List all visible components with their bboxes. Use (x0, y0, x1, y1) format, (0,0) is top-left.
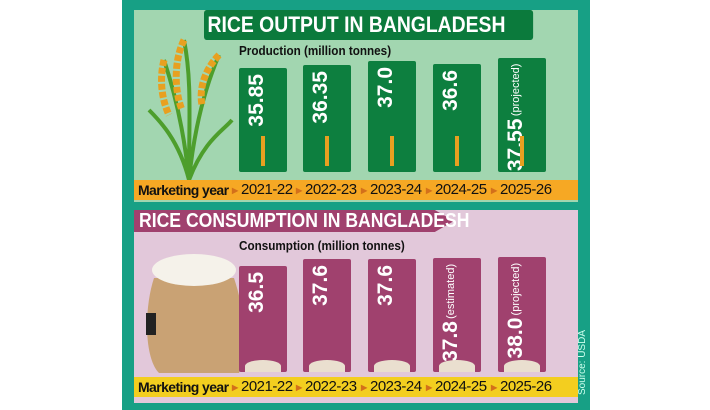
consumption-axis-label: Consumption (million tonnes) (239, 238, 405, 253)
arrow-icon: ▶ (491, 383, 498, 392)
rice-grain-pile-icon (439, 359, 475, 372)
production-panel: RICE OUTPUT IN BANGLADESH Production (mi… (134, 10, 578, 202)
bar-value-label: 36.5 (245, 272, 269, 313)
bar-value-label: 38.0 (projected) (504, 263, 528, 358)
bar: 37.6 (368, 259, 416, 372)
consumption-x-axis: Marketing year ▶ 2021-22 ▶ 2022-23 ▶ 2023-24 ▶… (134, 377, 578, 397)
arrow-icon: ▶ (491, 186, 498, 195)
production-axis-label: Production (million tonnes) (239, 43, 392, 58)
rice-plant-icon (147, 38, 234, 180)
arrow-icon: ▶ (296, 383, 303, 392)
bar: 37.0 (368, 61, 416, 172)
x-tick-label: 2022-23 (305, 181, 357, 198)
rice-stalk-icon (253, 136, 273, 166)
value-text: 35.85 (245, 74, 268, 127)
arrow-icon: ▶ (361, 383, 368, 392)
value-text: 37.6 (309, 265, 332, 307)
value-text: 37.8 (439, 321, 462, 363)
bar: 35.85 (239, 68, 287, 172)
bar: 37.6 (303, 259, 351, 372)
consumption-panel: RICE CONSUMPTION IN BANGLADESH Consumpti… (134, 210, 578, 403)
bar: 38.0 (projected) (498, 257, 546, 372)
rice-grain-pile-icon (504, 360, 540, 372)
value-note: (estimated) (445, 264, 457, 320)
source-label: Source: USDA (577, 330, 588, 396)
bar-value-label: 37.0 (374, 67, 398, 108)
arrow-icon: ▶ (361, 186, 368, 195)
x-tick-label: 2022-23 (305, 378, 357, 395)
production-title: RICE OUTPUT IN BANGLADESH (204, 10, 534, 40)
bar-value-label: 35.85 (245, 74, 269, 127)
value-text: 36.6 (439, 69, 462, 111)
value-text: 36.5 (245, 272, 268, 313)
x-axis-label: Marketing year (138, 379, 229, 395)
x-tick-label: 2023-24 (370, 378, 422, 395)
x-tick-label: 2024-25 (435, 378, 487, 395)
production-x-axis: Marketing year ▶ 2021-22 ▶ 2022-23 ▶ 2023-24 ▶… (134, 180, 578, 200)
rice-stalk-icon (447, 136, 467, 166)
value-text: 37.6 (374, 265, 397, 307)
arrow-icon: ▶ (232, 186, 239, 195)
value-note: (projected) (510, 63, 522, 117)
value-text: 36.35 (309, 71, 332, 124)
bar: 37.55(projected) (498, 57, 546, 172)
arrow-icon: ▶ (296, 186, 303, 195)
rice-grain-pile-icon (245, 360, 281, 372)
rice-sack-icon (146, 254, 244, 373)
bar: 36.35 (303, 65, 351, 172)
value-note: (projected) (510, 263, 522, 316)
consumption-title-banner (134, 210, 454, 232)
x-axis-label: Marketing year (138, 182, 229, 198)
infographic: RICE OUTPUT IN BANGLADESH Production (mi… (122, 0, 590, 410)
x-tick-label: 2021-22 (241, 181, 293, 198)
rice-stalk-icon (512, 135, 532, 166)
x-tick-label: 2023-24 (370, 181, 422, 198)
consumption-title: RICE CONSUMPTION IN BANGLADESH (139, 210, 470, 232)
bar-value-label: 36.6 (439, 70, 463, 111)
arrow-icon: ▶ (426, 383, 433, 392)
value-text: 37.0 (374, 67, 397, 108)
x-tick-label: 2024-25 (435, 181, 487, 198)
bar-value-label: 37.6 (374, 265, 398, 306)
x-tick-label: 2025-26 (500, 181, 552, 198)
rice-stalk-icon (382, 135, 402, 166)
value-text: 38.0 (504, 317, 527, 359)
rice-stalk-icon (317, 136, 337, 166)
rice-grain-pile-icon (309, 359, 345, 372)
bar: 36.6 (433, 63, 481, 172)
bar-value-label: 37.8 (estimated) (439, 264, 463, 362)
bar-value-label: 36.35 (309, 71, 333, 124)
x-tick-label: 2025-26 (500, 378, 552, 395)
arrow-icon: ▶ (426, 186, 433, 195)
bar-value-label: 37.6 (309, 265, 333, 306)
rice-grain-pile-icon (374, 359, 410, 372)
x-tick-label: 2021-22 (241, 378, 293, 395)
arrow-icon: ▶ (232, 383, 239, 392)
bar: 36.5 (239, 266, 287, 372)
bar: 37.8 (estimated) (433, 258, 481, 372)
